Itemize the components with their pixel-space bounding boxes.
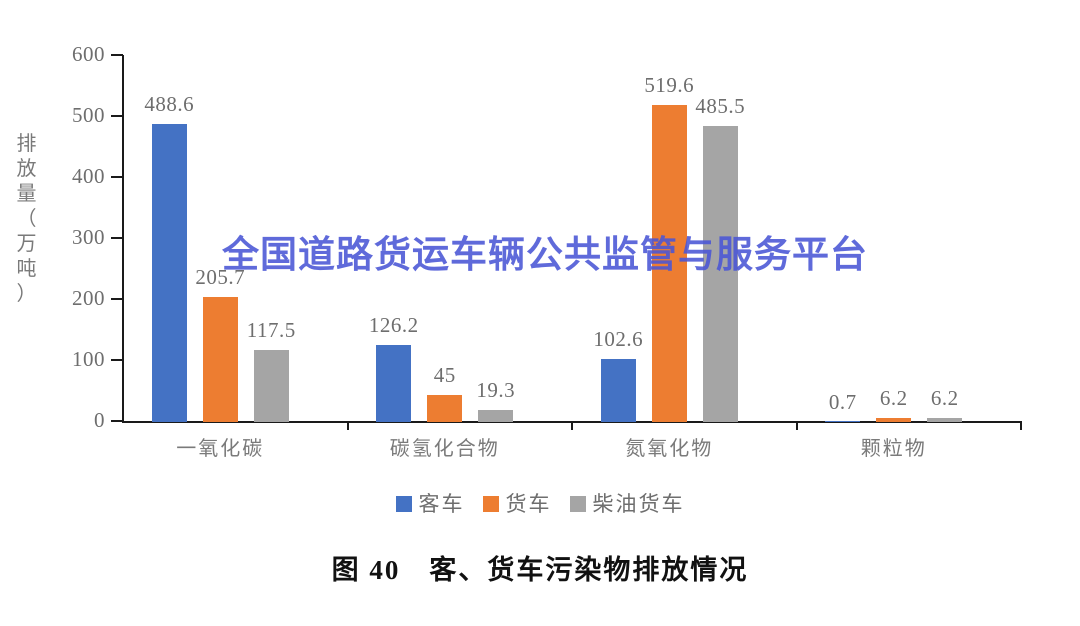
bar-value-label: 45 <box>433 362 456 387</box>
y-axis-title-char: 排 <box>16 133 38 155</box>
bar-value-label: 0.7 <box>828 389 857 414</box>
bar-客车-氮氧化物 <box>600 359 636 422</box>
bar-柴油货车-颗粒物 <box>927 418 963 422</box>
figure-caption: 图 40 客、货车污染物排放情况 <box>331 555 749 585</box>
x-axis-category-label: 颗粒物 <box>860 438 927 460</box>
bar-客车-碳氢化合物 <box>376 345 412 422</box>
bar-value-label: 126.2 <box>368 313 419 338</box>
legend-item-huoche[interactable]: 货车 <box>482 492 552 516</box>
watermark-text: 全国道路货运车辆公共监管与服务平台 <box>222 234 868 275</box>
y-axis-tick-mark <box>111 54 123 56</box>
bar-value-label: 488.6 <box>144 91 195 116</box>
y-axis-tick-mark <box>111 298 123 300</box>
bar-货车-氮氧化物 <box>651 105 687 422</box>
bar-货车-一氧化碳 <box>202 296 238 422</box>
bar-value-label: 6.2 <box>930 386 959 411</box>
x-axis-category-label: 氮氧化物 <box>625 438 714 460</box>
bar-货车-颗粒物 <box>876 418 912 422</box>
y-axis-title-char: ） <box>16 283 38 305</box>
legend-swatch-icon <box>569 496 586 512</box>
bar-柴油货车-一氧化碳 <box>253 350 289 422</box>
legend-swatch-icon <box>395 496 412 512</box>
y-axis-title-char: 放 <box>16 158 38 180</box>
y-axis-tick-mark <box>111 237 123 239</box>
bar-value-label: 19.3 <box>476 378 516 403</box>
y-axis-tick-mark <box>111 176 123 178</box>
legend-item-label: 客车 <box>418 492 465 516</box>
x-axis-category-label: 一氧化碳 <box>176 438 265 460</box>
bar-货车-碳氢化合物 <box>427 394 463 422</box>
bar-柴油货车-碳氢化合物 <box>478 410 514 422</box>
y-axis-tick-label: 200 <box>72 286 105 310</box>
bar-value-label: 102.6 <box>593 327 644 352</box>
y-axis-tick-label: 0 <box>94 408 105 432</box>
bar-客车-一氧化碳 <box>151 123 187 422</box>
bar-value-label: 485.5 <box>695 93 746 118</box>
y-axis-tick-mark <box>111 115 123 117</box>
plot-area <box>122 55 1020 422</box>
bar-value-label: 519.6 <box>644 73 695 98</box>
y-axis-tick-mark <box>111 420 123 422</box>
bar-客车-颗粒物 <box>825 421 861 422</box>
legend-item-keche[interactable]: 客车 <box>395 492 465 516</box>
y-axis-tick-label: 300 <box>72 225 105 249</box>
y-axis-title-char: 吨 <box>16 258 38 280</box>
legend-item-chaiyouhuoche[interactable]: 柴油货车 <box>569 492 685 516</box>
x-axis-tick-mark <box>795 421 798 430</box>
legend-item-label: 柴油货车 <box>592 492 685 516</box>
legend-item-label: 货车 <box>505 492 552 516</box>
x-axis-category-label: 碳氢化合物 <box>389 438 500 460</box>
y-axis-title: 排 放 量 （ 万 吨 ） <box>14 132 40 307</box>
y-axis-tick-label: 600 <box>72 42 105 66</box>
y-axis-line <box>122 55 124 423</box>
y-axis-tick-label: 100 <box>72 347 105 371</box>
y-axis-tick-mark <box>111 359 123 361</box>
bar-value-label: 205.7 <box>195 264 246 289</box>
y-axis-tick-label: 500 <box>72 103 105 127</box>
y-axis-title-char: （ <box>16 208 38 230</box>
bar-value-label: 6.2 <box>879 386 908 411</box>
legend-swatch-icon <box>482 496 499 512</box>
bar-value-label: 117.5 <box>246 318 296 343</box>
y-axis-tick-label: 400 <box>72 164 105 188</box>
x-axis-tick-mark <box>346 421 349 430</box>
y-axis-title-char: 万 <box>16 233 38 255</box>
x-axis-tick-mark <box>571 421 573 430</box>
legend: 客车 货车 柴油货车 <box>0 493 1080 515</box>
x-axis-tick-mark <box>1020 421 1022 430</box>
y-axis-title-char: 量 <box>16 183 38 205</box>
bar-柴油货车-氮氧化物 <box>702 125 738 422</box>
